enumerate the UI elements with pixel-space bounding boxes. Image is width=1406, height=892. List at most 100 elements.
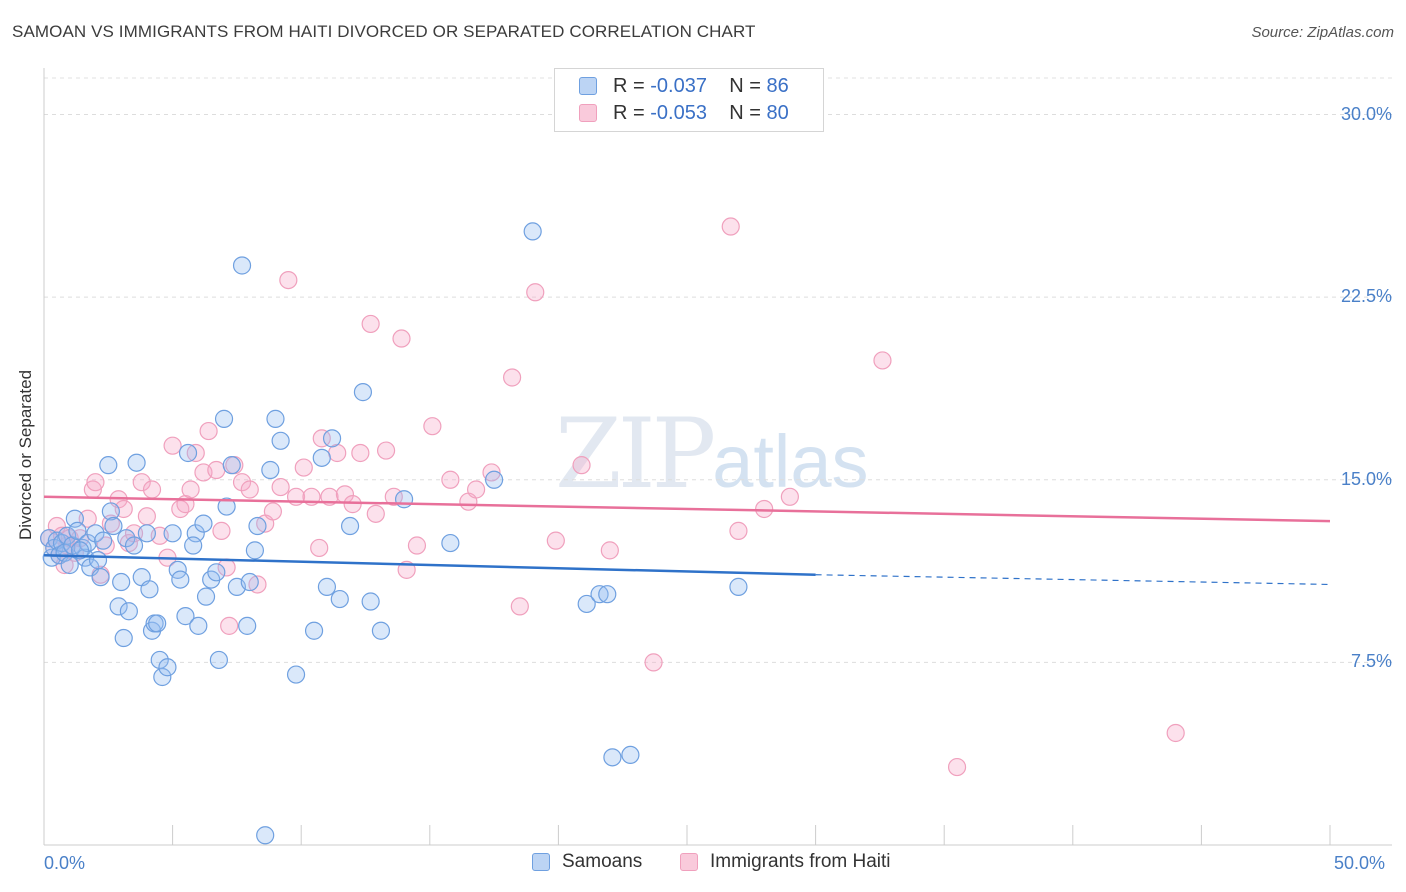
- samoan-point: [261, 460, 280, 480]
- haiti-point: [271, 477, 290, 497]
- haiti-n-value: 80: [766, 101, 789, 124]
- samoans-r-value: -0.037: [650, 74, 707, 97]
- haiti-point: [163, 436, 182, 455]
- samoan-point: [88, 551, 108, 570]
- haiti-point: [526, 283, 545, 302]
- samoan-point: [256, 826, 275, 845]
- haiti-point: [392, 329, 411, 348]
- watermark-zip: ZIP: [555, 398, 716, 510]
- samoan-point: [729, 577, 748, 596]
- haiti-point: [376, 441, 396, 460]
- samoan-point: [101, 502, 120, 521]
- samoan-point: [68, 521, 87, 540]
- source-label: Source: ZipAtlas.com: [1251, 24, 1394, 41]
- haiti-point: [220, 616, 239, 635]
- samoan-point: [286, 665, 306, 684]
- samoan-point: [78, 533, 97, 553]
- samoans-legend-label: Samoans: [562, 851, 643, 872]
- legend-row-haiti: R = -0.053 N = 80: [579, 100, 789, 126]
- samoan-points: [40, 222, 748, 845]
- samoan-point: [148, 614, 167, 633]
- x-tick-min: 0.0%: [44, 853, 86, 873]
- samoan-point: [232, 256, 252, 275]
- samoan-point: [109, 597, 128, 616]
- haiti-point: [1166, 723, 1185, 743]
- haiti-point: [600, 541, 619, 560]
- samoan-point: [214, 409, 234, 428]
- legend-samoans[interactable]: Samoans: [532, 851, 642, 873]
- samoans-swatch: [579, 77, 597, 95]
- samoan-point: [266, 409, 285, 428]
- haiti-point: [199, 421, 218, 441]
- haiti-point: [310, 538, 329, 558]
- haiti-point: [729, 521, 748, 540]
- haiti-point: [137, 507, 156, 526]
- samoans-trend-line: [43, 553, 816, 576]
- samoans-trend-extension: [815, 574, 1331, 586]
- samoan-point: [184, 536, 203, 555]
- samoan-point: [196, 587, 216, 606]
- haiti-point: [423, 417, 442, 436]
- n-label: N =: [729, 101, 761, 124]
- legend-row-samoans: R = -0.037 N = 86: [579, 73, 789, 99]
- samoan-point: [171, 570, 190, 589]
- haiti-point: [755, 499, 774, 519]
- samoan-point: [621, 745, 640, 765]
- axes: [43, 68, 1392, 846]
- haiti-point: [86, 473, 105, 492]
- y-tick-label: 7.5%: [1350, 651, 1392, 672]
- haiti-point: [407, 536, 427, 555]
- y-tick-label: 22.5%: [1340, 286, 1392, 307]
- samoan-point: [209, 650, 228, 670]
- samoan-point: [577, 594, 596, 614]
- haiti-point: [441, 470, 460, 489]
- samoan-point: [394, 490, 414, 509]
- haiti-point: [873, 351, 892, 370]
- samoan-point: [340, 516, 360, 536]
- legend-haiti[interactable]: Immigrants from Haiti: [680, 851, 891, 873]
- y-tick-label: 30.0%: [1340, 103, 1392, 124]
- samoan-point: [353, 383, 373, 402]
- samoan-point: [371, 621, 391, 640]
- haiti-point: [186, 443, 205, 463]
- trend-lines: [43, 495, 1331, 586]
- haiti-point: [212, 521, 231, 540]
- samoan-point: [163, 524, 182, 543]
- haiti-point: [294, 458, 313, 477]
- haiti-point: [96, 536, 115, 555]
- samoan-point: [114, 628, 133, 648]
- haiti-point: [503, 368, 522, 387]
- haiti-point: [644, 653, 663, 672]
- haiti-point: [343, 495, 362, 514]
- samoan-point: [119, 602, 138, 621]
- haiti-point: [279, 270, 298, 290]
- samoan-point: [137, 524, 156, 543]
- samoan-point: [127, 453, 146, 472]
- x-tick-max: 50.0%: [1334, 853, 1386, 873]
- samoan-point: [248, 516, 267, 536]
- samoan-point: [238, 616, 257, 635]
- samoan-point: [99, 456, 118, 475]
- samoan-point: [140, 580, 159, 599]
- haiti-point: [361, 314, 380, 334]
- samoan-point: [304, 621, 324, 640]
- haiti-point: [510, 597, 529, 616]
- haiti-swatch: [579, 104, 597, 122]
- samoan-point: [189, 616, 208, 635]
- y-tick-label: 15.0%: [1340, 468, 1392, 489]
- samoan-point: [240, 572, 259, 592]
- haiti-point: [181, 480, 200, 499]
- haiti-point: [78, 509, 97, 528]
- haiti-trend-line: [43, 495, 1331, 523]
- samoan-point: [222, 456, 241, 475]
- samoan-point: [271, 431, 290, 450]
- samoan-point: [176, 607, 195, 626]
- watermark-atlas: atlas: [712, 420, 869, 503]
- samoan-point: [178, 443, 198, 463]
- samoan-point: [361, 592, 380, 611]
- samoan-point: [312, 448, 331, 467]
- watermark: ZIPatlas: [555, 398, 869, 510]
- haiti-point: [232, 473, 252, 492]
- samoan-point: [194, 514, 213, 533]
